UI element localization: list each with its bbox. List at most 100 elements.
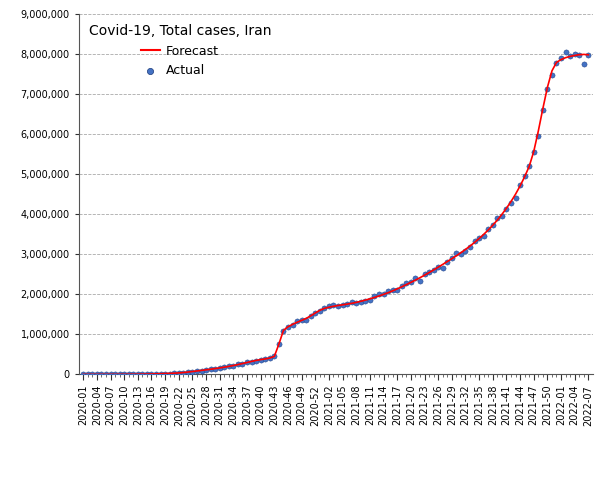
Actual: [142, 371, 152, 378]
Actual: [292, 318, 302, 325]
Actual: [192, 367, 202, 375]
Actual: [151, 370, 161, 378]
Actual: [247, 358, 257, 366]
Actual: [242, 359, 252, 366]
Actual: [497, 212, 507, 220]
Actual: [420, 270, 430, 278]
Actual: [583, 51, 593, 59]
Actual: [474, 234, 484, 242]
Actual: [361, 298, 370, 305]
Actual: [547, 71, 557, 78]
Actual: [511, 194, 520, 202]
Forecast: [566, 53, 574, 59]
Actual: [384, 288, 393, 295]
Actual: [238, 360, 247, 368]
Actual: [97, 371, 106, 378]
Actual: [447, 254, 457, 262]
Actual: [137, 371, 147, 378]
Actual: [124, 371, 134, 378]
Actual: [329, 301, 338, 309]
Actual: [469, 237, 479, 244]
Actual: [347, 299, 356, 306]
Actual: [169, 369, 179, 377]
Actual: [288, 321, 298, 329]
Actual: [278, 327, 288, 335]
Actual: [115, 371, 125, 378]
Actual: [388, 287, 397, 294]
Actual: [306, 312, 316, 319]
Actual: [556, 54, 566, 61]
Actual: [352, 299, 361, 307]
Actual: [160, 370, 170, 378]
Actual: [534, 132, 543, 140]
Actual: [310, 310, 320, 317]
Actual: [411, 274, 420, 282]
Actual: [370, 293, 379, 300]
Actual: [188, 368, 197, 375]
Actual: [315, 307, 325, 315]
Actual: [178, 369, 188, 376]
Forecast: [421, 272, 428, 278]
Actual: [488, 221, 498, 229]
Actual: [397, 282, 407, 290]
Actual: [146, 370, 156, 378]
Actual: [333, 302, 343, 310]
Actual: [269, 353, 279, 360]
Actual: [538, 107, 548, 114]
Actual: [525, 163, 534, 170]
Actual: [297, 316, 307, 324]
Actual: [128, 371, 138, 378]
Actual: [233, 360, 243, 368]
Actual: [415, 277, 425, 285]
Forecast: [580, 51, 587, 57]
Actual: [220, 363, 229, 371]
Actual: [429, 266, 439, 274]
Actual: [211, 365, 220, 372]
Actual: [88, 371, 97, 378]
Actual: [229, 362, 238, 370]
Actual: [283, 324, 293, 331]
Actual: [552, 60, 561, 67]
Actual: [561, 48, 571, 56]
Forecast: [584, 52, 592, 58]
Actual: [565, 52, 575, 60]
Actual: [174, 369, 183, 377]
Actual: [106, 370, 116, 378]
Actual: [374, 290, 384, 298]
Actual: [406, 278, 416, 286]
Actual: [342, 300, 352, 308]
Forecast: [80, 372, 87, 377]
Actual: [215, 364, 224, 372]
Actual: [502, 205, 511, 213]
Actual: [520, 172, 529, 180]
Actual: [379, 291, 388, 299]
Actual: [92, 370, 102, 378]
Actual: [402, 279, 411, 287]
Actual: [465, 243, 475, 251]
Forecast: [443, 259, 451, 264]
Actual: [356, 298, 365, 305]
Actual: [479, 232, 488, 240]
Actual: [456, 250, 466, 257]
Actual: [155, 370, 165, 377]
Actual: [79, 371, 88, 378]
Actual: [197, 367, 206, 374]
Actual: [570, 50, 580, 58]
Actual: [274, 340, 284, 348]
Actual: [133, 370, 143, 378]
Line: Forecast: Forecast: [83, 54, 588, 374]
Actual: [338, 301, 347, 309]
Actual: [460, 247, 470, 255]
Actual: [256, 356, 266, 363]
Legend: Forecast, Actual: Forecast, Actual: [85, 21, 275, 81]
Actual: [110, 371, 120, 378]
Actual: [529, 148, 538, 156]
Actual: [83, 371, 93, 378]
Actual: [483, 225, 493, 233]
Actual: [433, 263, 443, 271]
Actual: [393, 286, 402, 294]
Forecast: [257, 357, 264, 362]
Actual: [574, 51, 584, 59]
Actual: [201, 366, 211, 373]
Forecast: [362, 297, 369, 303]
